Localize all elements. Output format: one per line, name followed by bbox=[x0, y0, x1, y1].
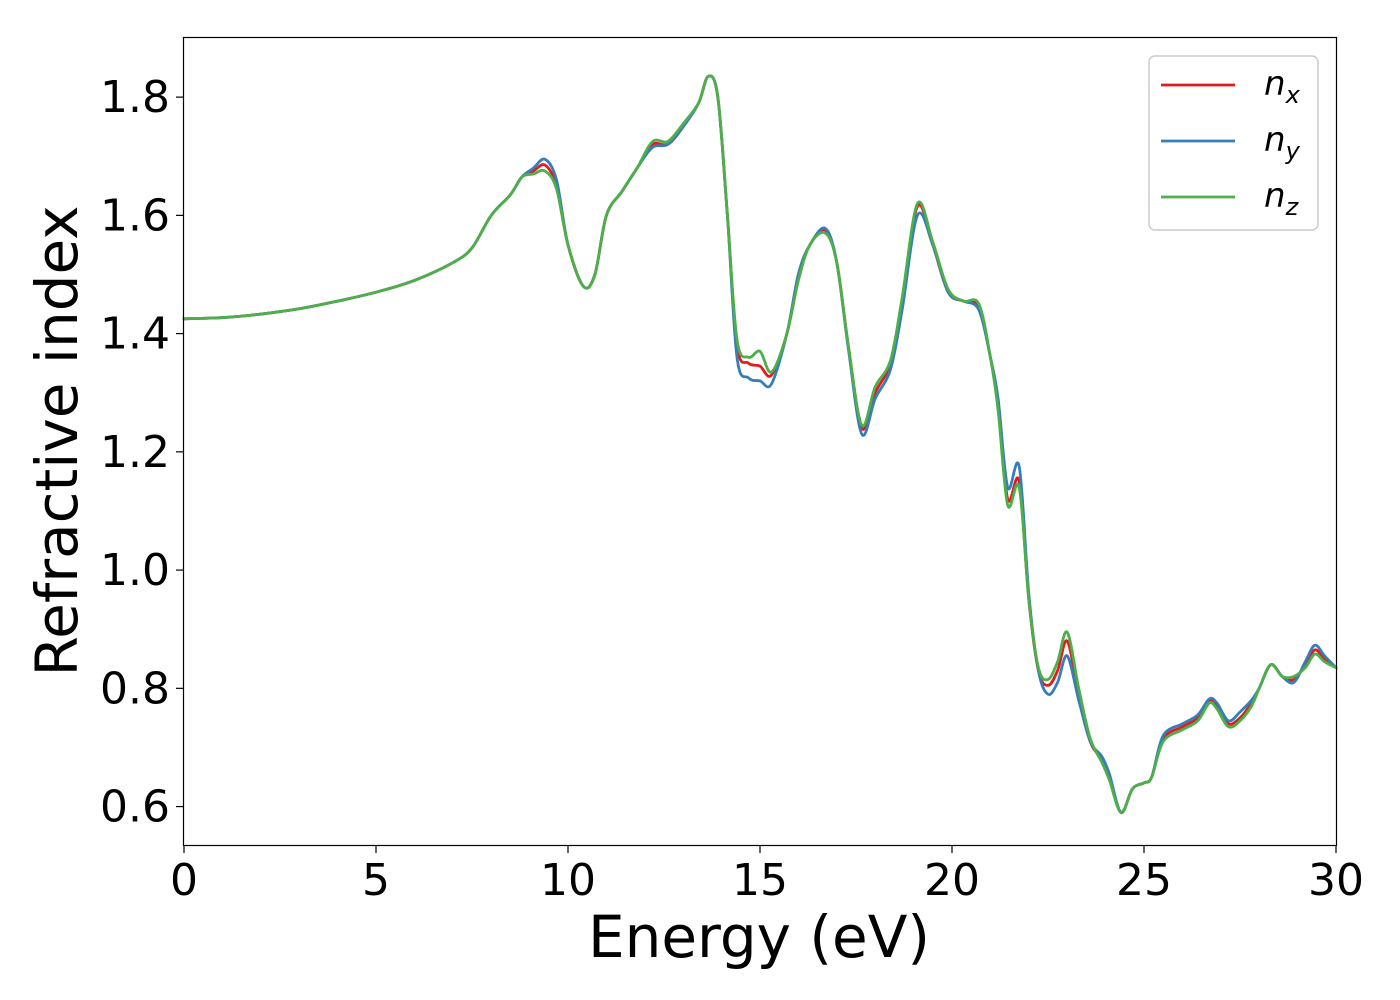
series-line-nx bbox=[182, 74, 1338, 814]
y-axis-label: Refractive index bbox=[23, 205, 91, 676]
y-tick-label: 1.0 bbox=[100, 545, 170, 596]
legend-label-nx: nx bbox=[1264, 64, 1301, 109]
y-tick-label: 1.2 bbox=[100, 427, 170, 478]
legend-label-nz: nz bbox=[1264, 176, 1300, 221]
series-line-ny bbox=[182, 74, 1338, 814]
legend-frame bbox=[1148, 55, 1319, 231]
y-axis-ticks: 0.6 0.8 1.0 1.2 1.4 1.6 1.8 bbox=[100, 72, 184, 833]
x-tick-label: 15 bbox=[732, 855, 788, 906]
x-tick-label: 0 bbox=[170, 855, 198, 906]
x-tick-label: 25 bbox=[1116, 855, 1172, 906]
y-tick-label: 1.8 bbox=[100, 72, 170, 123]
x-tick-label: 5 bbox=[362, 855, 390, 906]
y-tick-label: 1.6 bbox=[100, 190, 170, 241]
x-tick-label: 20 bbox=[924, 855, 980, 906]
x-tick-label: 10 bbox=[540, 855, 596, 906]
legend-label-ny: ny bbox=[1264, 120, 1301, 165]
y-tick-label: 0.6 bbox=[100, 782, 170, 833]
legend: nx ny nz bbox=[1148, 55, 1319, 231]
series-line-nz bbox=[182, 74, 1338, 814]
y-tick-label: 0.8 bbox=[100, 663, 170, 714]
series-lines bbox=[182, 74, 1338, 814]
y-tick-label: 1.4 bbox=[100, 309, 170, 360]
x-tick-label: 30 bbox=[1308, 855, 1364, 906]
x-axis-label: Energy (eV) bbox=[588, 903, 930, 971]
x-axis-ticks: 0 5 10 15 20 25 30 bbox=[170, 845, 1364, 906]
